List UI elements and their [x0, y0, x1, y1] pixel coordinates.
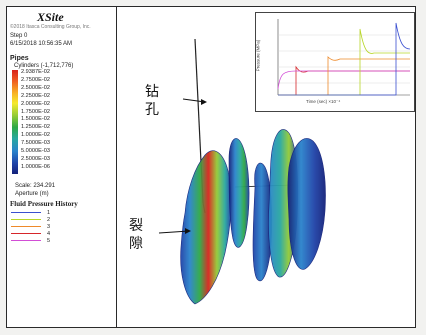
fracture-annotation-2: 隙 [129, 236, 143, 252]
timestamp-label: 6/15/2018 10:56:35 AM [10, 41, 73, 47]
fph-line-swatch [11, 219, 41, 220]
fph-legend-item: 1 [11, 209, 50, 216]
color-bar-label: 2.7500E-02 [21, 76, 50, 83]
inset-series-5 [277, 70, 410, 90]
inset-chart-svg [277, 19, 411, 96]
fph-legend-label: 3 [47, 223, 51, 230]
app-subtitle: ©2018 Itasca Consulting Group, Inc. [10, 24, 91, 30]
color-bar-label: 2.2500E-02 [21, 92, 50, 99]
aperture-color-bar [12, 70, 18, 174]
inset-x-axis-label: Time (sec) ×10⁻⁴ [306, 99, 341, 104]
scale-label: Scale: 234.291 [15, 183, 56, 189]
color-bar-label: 2.9387E-02 [21, 69, 50, 75]
fph-line-swatch [11, 212, 41, 213]
color-bar-label: 1.0000E-06 [21, 163, 50, 170]
color-bar-label: 1.0000E-02 [21, 132, 50, 139]
fracture-3d-view [158, 38, 326, 305]
color-bar-labels: 2.9387E-02 2.7500E-02 2.5000E-02 2.2500E… [21, 69, 111, 172]
fph-legend-item: 2 [11, 216, 50, 223]
fracture-annotation-1: 裂 [129, 218, 143, 234]
fph-legend-label: 2 [47, 216, 51, 223]
fracture-arrow-line [158, 230, 190, 234]
fracture-plane-1 [180, 150, 232, 305]
fph-legend-label: 4 [47, 230, 51, 237]
step-label: Step 0 [10, 33, 28, 39]
fracture-plane-2 [228, 138, 250, 248]
inset-series-1 [278, 22, 411, 96]
pipes-title: Pipes [10, 55, 29, 62]
color-bar-label: 1.5000E-02 [21, 116, 50, 123]
color-bar-label: 1.7500E-02 [21, 108, 50, 115]
inset-series-2 [278, 28, 410, 96]
model-viewport[interactable]: 钻 孔 裂 隙 Time (sec) ×10⁻⁴ Pressure (MPa) [117, 7, 415, 327]
color-bar-label: 2.5000E-03 [21, 155, 50, 162]
cylinders-label: Cylinders (-1,712,776) [14, 63, 74, 69]
borehole-annotation-2: 孔 [145, 102, 159, 118]
fluid-pressure-inset-chart: Time (sec) ×10⁻⁴ Pressure (MPa) [255, 12, 415, 112]
fluid-pressure-legend: 1 2 3 4 5 [11, 209, 50, 244]
fracture-plane-5 [287, 138, 326, 270]
fph-legend-item: 3 [11, 223, 50, 230]
color-bar-label: 1.2500E-02 [21, 124, 50, 131]
color-bar-label: 2.0000E-02 [21, 100, 50, 107]
fph-legend-item: 4 [11, 230, 50, 237]
color-bar-label: 7.5000E-03 [21, 140, 50, 147]
fph-line-swatch [11, 233, 41, 234]
color-bar-label: 5.0000E-03 [21, 148, 50, 155]
fph-line-swatch [11, 226, 41, 227]
fracture-arrow-head [185, 228, 191, 234]
aperture-label: Aperture (m) [15, 191, 49, 197]
color-bar-label: 2.5000E-02 [21, 84, 50, 91]
borehole-annotation-1: 钻 [145, 84, 159, 100]
fph-line-swatch [11, 240, 41, 241]
fluid-pressure-history-title: Fluid Pressure History [10, 200, 78, 208]
legend-panel: XSite ©2018 Itasca Consulting Group, Inc… [7, 7, 117, 327]
viewport-frame: XSite ©2018 Itasca Consulting Group, Inc… [6, 6, 416, 328]
fph-legend-item: 5 [11, 237, 50, 244]
inset-y-axis-label: Pressure (MPa) [255, 39, 261, 72]
borehole-arrow-head [201, 99, 207, 105]
fph-legend-label: 1 [47, 209, 51, 216]
fph-legend-label: 5 [47, 237, 51, 244]
inset-series-3 [278, 56, 410, 96]
app-title: XSite [37, 10, 64, 24]
